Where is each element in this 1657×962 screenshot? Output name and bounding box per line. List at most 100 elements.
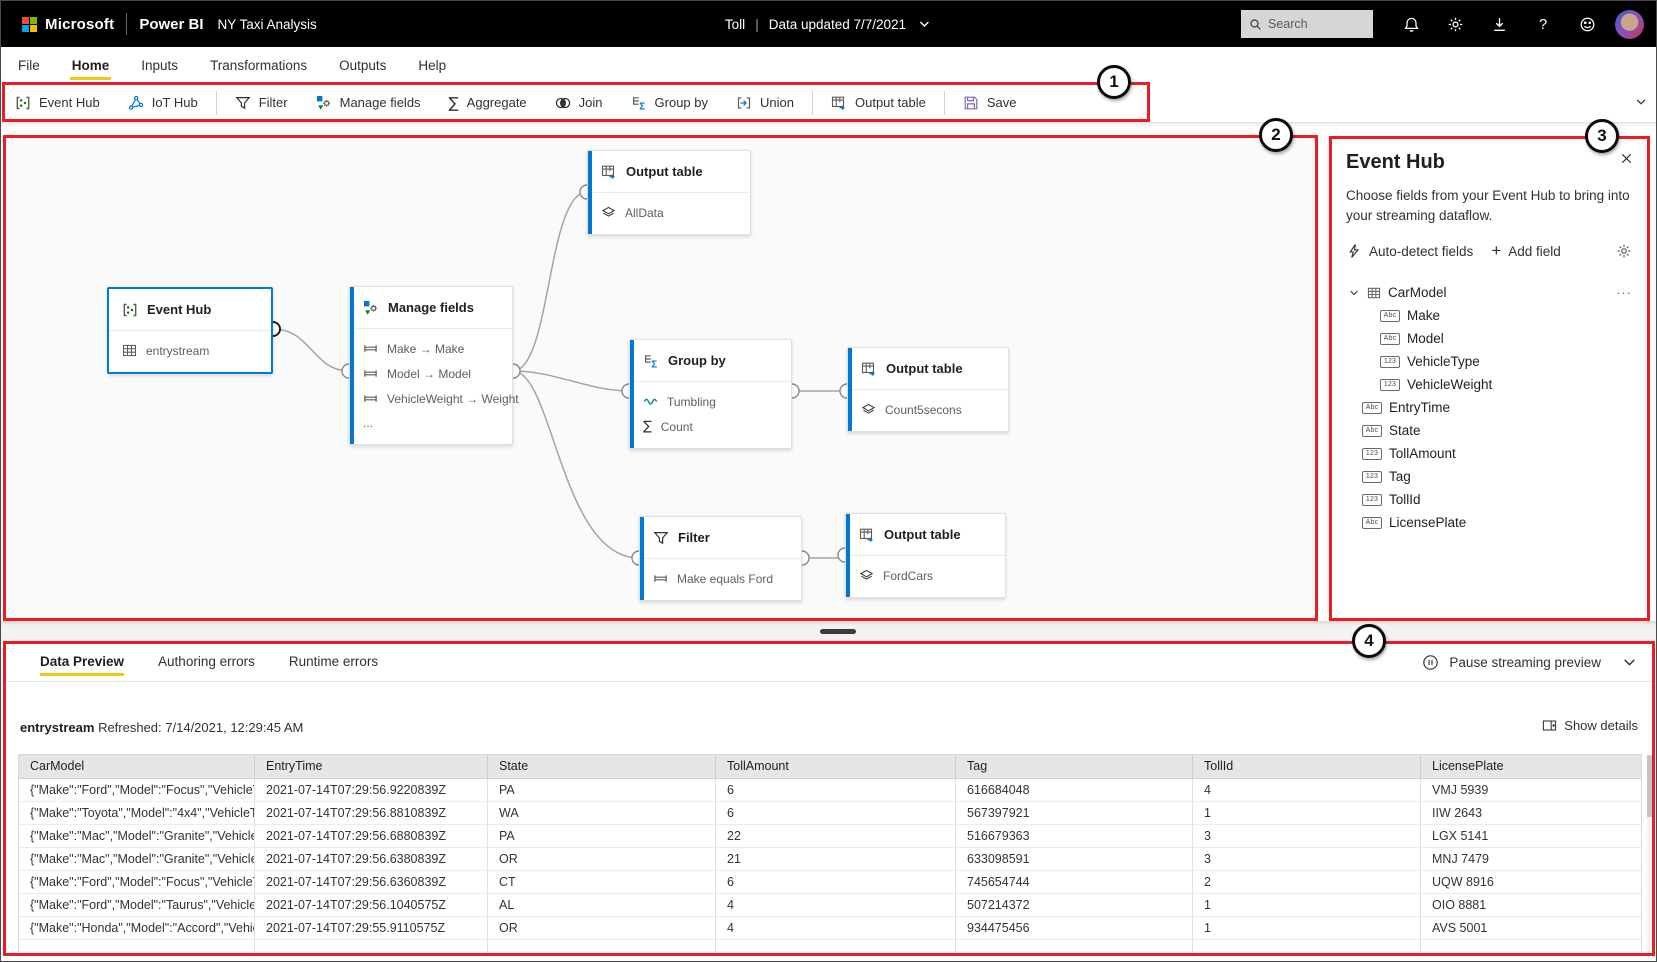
field-item-tollid[interactable]: 123 TollId [1346, 488, 1632, 511]
dataflow-status[interactable]: Toll | Data updated 7/7/2021 [725, 1, 932, 47]
add-field-button[interactable]: + Add field [1491, 241, 1560, 261]
field-item-carmodel[interactable]: CarModel ··· [1346, 281, 1632, 304]
field-item-licenseplate[interactable]: Abc LicensePlate [1346, 511, 1632, 534]
field-item-tag[interactable]: 123 Tag [1346, 465, 1632, 488]
menu-item-inputs[interactable]: Inputs [141, 57, 179, 73]
column-header-licenseplate[interactable]: LicensePlate [1421, 755, 1641, 779]
chevron-down-icon[interactable] [1348, 287, 1360, 299]
filter-button[interactable]: Filter [221, 83, 302, 123]
pause-icon [1422, 654, 1439, 671]
menu-item-file[interactable]: File [18, 57, 40, 73]
table-cell: {"Make":"Toyota","Model":"4x4","VehicleT… [19, 802, 255, 825]
node-body: AllData [588, 193, 750, 234]
table-cell: 3 [1193, 825, 1421, 848]
field-name: Model [1407, 331, 1444, 347]
table-cell: {"Make":"Ford","Model":"Focus","VehicleT… [19, 871, 255, 894]
field-item-tollamount[interactable]: 123 TollAmount [1346, 442, 1632, 465]
field-item-entrytime[interactable]: Abc EntryTime [1346, 396, 1632, 419]
aggregate-button[interactable]: ∑ Aggregate [435, 83, 541, 123]
table-scrollbar[interactable] [1647, 755, 1654, 956]
notifications-button[interactable] [1389, 1, 1433, 47]
field-settings-gear-icon[interactable] [1616, 243, 1632, 259]
field-item-vehicletype[interactable]: 123 VehicleType [1346, 350, 1632, 373]
field-type-badge: Abc [1362, 516, 1382, 529]
column-header-tollid[interactable]: TollId [1193, 755, 1421, 779]
collapse-ribbon-chevron-icon[interactable] [1634, 95, 1648, 109]
dataflow-canvas[interactable]: Event Hub entrystream Manage fields Make → … [3, 135, 1318, 621]
output-table-icon [861, 361, 877, 377]
tab-runtime-errors[interactable]: Runtime errors [288, 654, 379, 669]
node-header: Event Hub [109, 289, 271, 331]
field-type-badge: 123 [1362, 493, 1382, 506]
download-button[interactable] [1477, 1, 1521, 47]
show-details-icon [1542, 718, 1557, 733]
field-item-make[interactable]: Abc Make [1346, 304, 1632, 327]
svg-text:Σ: Σ [651, 359, 657, 369]
event-hub-button[interactable]: Event Hub [1, 83, 114, 123]
show-details-button[interactable]: Show details [1542, 718, 1638, 733]
node-row-label: Make equals Ford [677, 571, 774, 586]
tab-authoring-errors[interactable]: Authoring errors [158, 654, 255, 669]
auto-detect-fields-button[interactable]: Auto-detect fields [1346, 243, 1473, 259]
node-row-label: entrystream [146, 343, 210, 358]
output-table-fordcars-node[interactable]: Output table FordCars [845, 513, 1006, 598]
field-item-model[interactable]: Abc Model [1346, 327, 1632, 350]
group-by-node[interactable]: Σ Group by Tumbling ∑ Count [629, 339, 792, 449]
close-icon[interactable] [1619, 151, 1634, 166]
save-button[interactable]: Save [949, 83, 1031, 123]
menu-item-transformations[interactable]: Transformations [210, 57, 308, 73]
preview-tabs: Data Preview Authoring errors Runtime erro… [3, 641, 1656, 682]
feedback-button[interactable] [1565, 1, 1609, 47]
node-row: AllData [588, 200, 750, 225]
field-type-badge: Abc [1380, 309, 1400, 322]
output-table-alldata-node[interactable]: Output table AllData [587, 150, 751, 235]
table-cell [488, 940, 716, 956]
node-body: FordCars [846, 556, 1005, 597]
column-header-carmodel[interactable]: CarModel [19, 755, 255, 779]
chevron-down-icon[interactable] [1621, 654, 1638, 671]
node-row: Tumbling [630, 389, 791, 414]
ribbon-toolbar: Event Hub IoT Hub Filter Manage fields ∑ Aggr… [1, 83, 1656, 123]
node-row-label: AllData [625, 205, 664, 220]
data-preview-panel: Data Preview Authoring errors Runtime erro… [3, 641, 1656, 956]
table-cell: {"Make":"Mac","Model":"Granite","Vehicle [19, 848, 255, 871]
product-label[interactable]: Power BI [139, 15, 204, 33]
chevron-down-icon[interactable] [916, 16, 932, 32]
tab-data-preview[interactable]: Data Preview [40, 654, 125, 681]
event-hub-node[interactable]: Event Hub entrystream [107, 287, 273, 374]
field-item-vehicleweight[interactable]: 123 VehicleWeight [1346, 373, 1632, 396]
output-table-button[interactable]: Output table [817, 83, 940, 123]
join-button[interactable]: Join [541, 83, 617, 123]
splitter-drag-handle[interactable] [820, 629, 856, 634]
help-button[interactable]: ? [1521, 1, 1565, 47]
record-table-icon [1367, 286, 1381, 300]
menu-item-outputs[interactable]: Outputs [339, 57, 387, 73]
manage-fields-button[interactable]: Manage fields [302, 83, 435, 123]
iot-hub-button[interactable]: IoT Hub [114, 83, 212, 123]
output-table-count5secons-node[interactable]: Output table Count5secons [847, 347, 1009, 432]
layers-icon [859, 568, 874, 583]
pause-streaming-button[interactable]: Pause streaming preview [1422, 654, 1638, 671]
column-header-state[interactable]: State [488, 755, 716, 779]
table-cell: PA [488, 779, 716, 802]
manage-fields-node[interactable]: Manage fields Make → Make Model → Model Veh… [349, 286, 519, 445]
node-row: ... [350, 411, 512, 435]
avatar[interactable] [1615, 9, 1644, 39]
search-input[interactable]: Search [1241, 10, 1373, 38]
column-header-tollamount[interactable]: TollAmount [716, 755, 956, 779]
table-cell: 516679363 [956, 825, 1193, 848]
union-button[interactable]: Union [722, 83, 808, 123]
field-more-menu[interactable]: ··· [1616, 285, 1632, 301]
field-item-state[interactable]: Abc State [1346, 419, 1632, 442]
table-cell [956, 940, 1193, 956]
table-row: {"Make":"Ford","Model":"Focus","VehicleT… [19, 871, 1641, 894]
settings-button[interactable] [1433, 1, 1477, 47]
table-row: {"Make":"Mac","Model":"Granite","Vehicle… [19, 825, 1641, 848]
column-header-entrytime[interactable]: EntryTime [255, 755, 488, 779]
filter-node[interactable]: Filter Make equals Ford [639, 516, 802, 601]
menu-item-help[interactable]: Help [418, 57, 447, 73]
menu-item-home[interactable]: Home [69, 50, 112, 81]
table-cell: OR [488, 848, 716, 871]
column-header-tag[interactable]: Tag [956, 755, 1193, 779]
group-by-button[interactable]: Σ Group by [617, 83, 722, 123]
